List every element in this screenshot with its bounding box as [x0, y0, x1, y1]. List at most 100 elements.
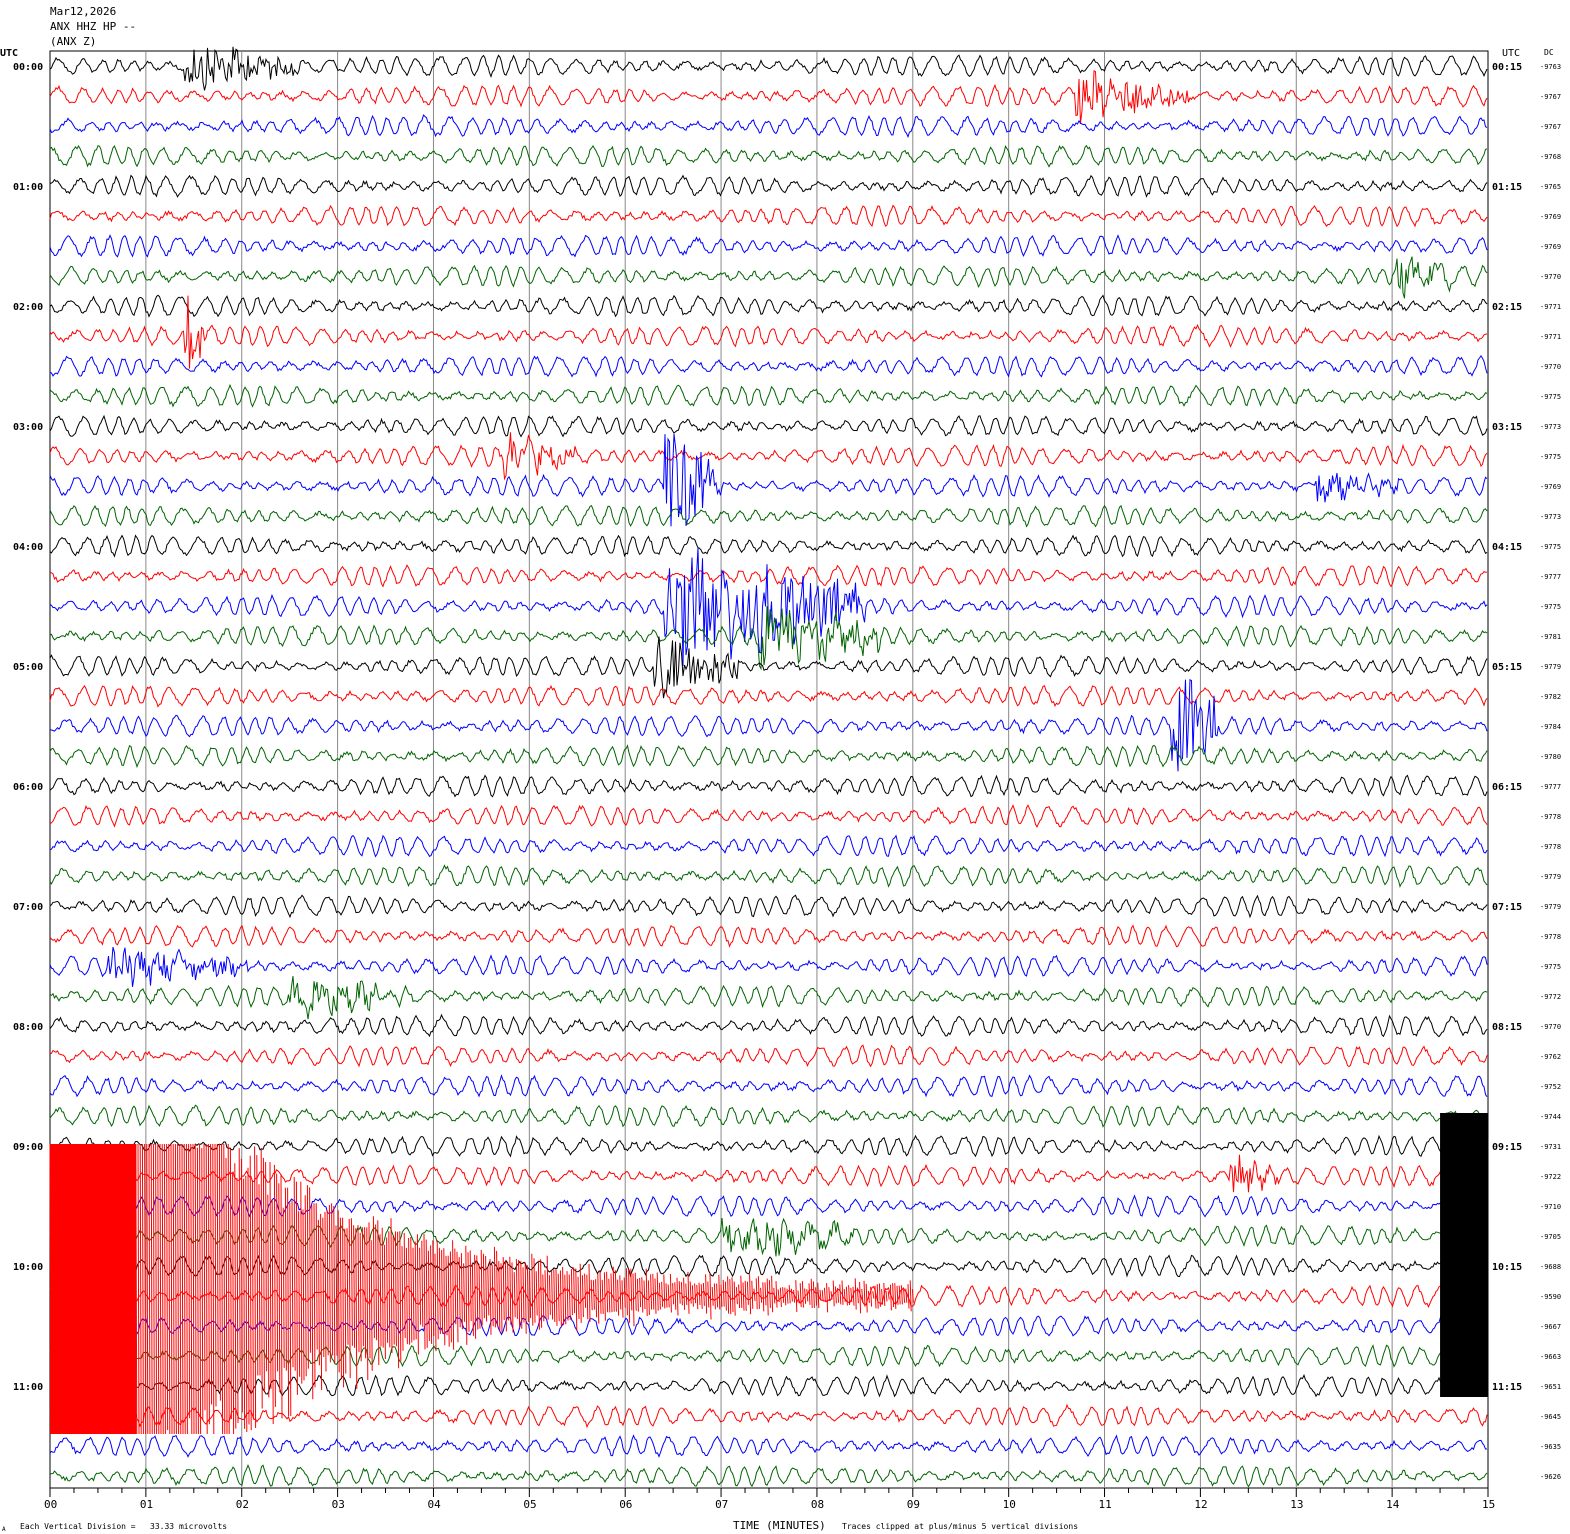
x-tick-label: 00	[44, 1498, 57, 1511]
x-tick-label: 12	[1194, 1498, 1207, 1511]
dc-offset-label: -9772	[1540, 993, 1561, 1001]
left-time-label: 09:00	[13, 1142, 43, 1153]
trace-row	[49, 1284, 1488, 1309]
dc-offset-label: -9775	[1540, 393, 1561, 401]
trace-row	[49, 1463, 1488, 1488]
right-time-label: 10:15	[1492, 1262, 1522, 1273]
clipped-block	[1440, 1113, 1488, 1397]
x-axis: 00 01 02 03 04 05 06 07 08 09 10 11 12 13 14 15	[44, 1488, 1495, 1511]
right-time-label: 09:15	[1492, 1142, 1522, 1153]
dc-offset-label: -9778	[1540, 813, 1561, 821]
dc-offset-label: -9779	[1540, 873, 1561, 881]
trace-row	[49, 534, 1488, 558]
dc-offset-label: -9752	[1540, 1083, 1561, 1091]
left-time-label: 05:00	[13, 662, 43, 673]
trace-row	[49, 804, 1488, 828]
trace-row	[49, 256, 1488, 299]
right-utc-title: UTC	[1502, 48, 1520, 59]
trace-row	[49, 946, 1488, 987]
x-tick-label: 09	[907, 1498, 920, 1511]
trace-row	[49, 114, 1488, 139]
dc-offset-label: -9744	[1540, 1113, 1561, 1121]
right-time-label: 03:15	[1492, 422, 1522, 433]
left-time-label: 08:00	[13, 1022, 43, 1033]
dc-offset-label: -9763	[1540, 63, 1561, 71]
dc-offset-label: -9688	[1540, 1263, 1561, 1271]
trace-row	[49, 295, 1488, 369]
right-time-label: 01:15	[1492, 182, 1522, 193]
dc-offset-label: -9769	[1540, 243, 1561, 251]
trace-row	[49, 414, 1488, 438]
trace-row	[49, 432, 1488, 481]
right-time-label: 06:15	[1492, 782, 1522, 793]
trace-row	[49, 684, 1488, 708]
trace-row	[49, 636, 1488, 699]
dc-offset-label: -9590	[1540, 1293, 1561, 1301]
dc-offset-label: -9722	[1540, 1173, 1561, 1181]
trace-row	[49, 1134, 1488, 1158]
x-tick-label: 04	[427, 1498, 441, 1511]
x-tick-label: 10	[1003, 1498, 1016, 1511]
x-tick-label: 14	[1386, 1498, 1400, 1511]
trace-row	[49, 1254, 1488, 1278]
clip-note: Traces clipped at plus/minus 5 vertical …	[842, 1522, 1078, 1531]
x-tick-label: 03	[332, 1498, 345, 1511]
dc-offset-label: -9626	[1540, 1473, 1561, 1481]
trace-row	[49, 606, 1488, 671]
trace-row	[49, 864, 1488, 888]
right-time-label: 00:15	[1492, 62, 1522, 73]
x-tick-label: 01	[140, 1498, 153, 1511]
dc-offset-label: -9777	[1540, 573, 1561, 581]
header-station: (ANX Z)	[50, 35, 96, 48]
x-tick-label: 08	[811, 1498, 824, 1511]
header-date: Mar12,2026	[50, 5, 116, 18]
dc-offset-label: -9710	[1540, 1203, 1561, 1211]
dc-offset-label: -9778	[1540, 933, 1561, 941]
trace-row	[49, 744, 1488, 769]
dc-offset-label: -9781	[1540, 633, 1561, 641]
dc-offset-label: -9784	[1540, 723, 1561, 731]
dc-offset-label: -9780	[1540, 753, 1561, 761]
trace-row	[49, 46, 1488, 91]
dc-offset-label: -9767	[1540, 93, 1561, 101]
scale-note: Each Vertical Division = 33.33 microvolt…	[20, 1522, 227, 1531]
dc-offset-label: -9775	[1540, 543, 1561, 551]
trace-row	[49, 1403, 1488, 1429]
trace-row	[49, 774, 1488, 798]
trace-row	[49, 204, 1488, 228]
dc-offset-label: -9770	[1540, 363, 1561, 371]
right-time-label: 07:15	[1492, 902, 1522, 913]
right-time-label: 08:15	[1492, 1022, 1522, 1033]
dc-offset-label: -9635	[1540, 1443, 1561, 1451]
trace-row	[49, 1434, 1487, 1458]
minute-grid	[49, 50, 1489, 1489]
dc-offset-label: -9767	[1540, 123, 1561, 131]
left-time-label: 00:00	[13, 62, 43, 73]
dc-offset-label: -9645	[1540, 1413, 1561, 1421]
trace-row	[49, 924, 1488, 948]
dc-title: DC	[1544, 48, 1554, 57]
dc-offset-label: -9705	[1540, 1233, 1561, 1241]
x-tick-label: 13	[1290, 1498, 1303, 1511]
trace-row	[49, 294, 1488, 318]
trace-row	[49, 234, 1488, 258]
trace-row	[49, 355, 1488, 378]
dc-offset-label: -9782	[1540, 693, 1561, 701]
trace-row	[49, 547, 1488, 667]
left-time-label: 11:00	[13, 1382, 43, 1393]
right-time-label: 04:15	[1492, 542, 1522, 553]
trace-row	[49, 1314, 1488, 1338]
x-tick-label: 07	[715, 1498, 728, 1511]
trace-row	[49, 383, 1488, 408]
dc-offset-label: -9773	[1540, 423, 1561, 431]
dc-offset-label: -9777	[1540, 783, 1561, 791]
left-time-label: 01:00	[13, 182, 43, 193]
dc-offset-label: -9731	[1540, 1143, 1561, 1151]
x-axis-title: TIME (MINUTES)	[733, 1519, 826, 1532]
time-labels: 00:00 01:00 02:00 03:00 04:00 05:00 06:00 07:00…	[13, 62, 1561, 1481]
x-tick-label: 02	[236, 1498, 249, 1511]
left-time-label: 06:00	[13, 782, 43, 793]
left-time-label: 10:00	[13, 1262, 43, 1273]
trace-row	[49, 174, 1488, 198]
